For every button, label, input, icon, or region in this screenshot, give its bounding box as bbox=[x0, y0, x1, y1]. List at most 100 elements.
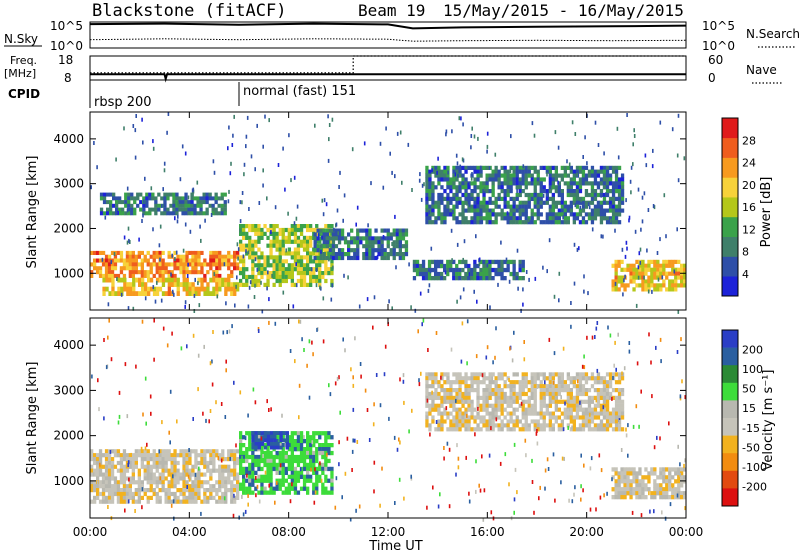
velocity-cell bbox=[515, 395, 519, 400]
power-cell bbox=[653, 287, 657, 292]
power-cell bbox=[242, 247, 246, 252]
velocity-colorbar-tick: 50 bbox=[742, 383, 756, 396]
power-cell bbox=[203, 258, 207, 263]
velocity-cell bbox=[548, 427, 552, 432]
velocity-cell bbox=[287, 454, 291, 460]
power-cell bbox=[560, 177, 564, 182]
power-cell bbox=[284, 271, 288, 276]
power-cell bbox=[440, 259, 444, 265]
power-speckle bbox=[635, 303, 638, 308]
power-cell bbox=[581, 200, 586, 205]
power-cell bbox=[187, 200, 191, 205]
power-cell bbox=[455, 216, 459, 221]
velocity-speckle bbox=[544, 486, 546, 491]
velocity-cell bbox=[218, 464, 222, 469]
velocity-cell bbox=[290, 486, 294, 491]
power-speckle bbox=[328, 137, 330, 142]
velocity-cell bbox=[617, 399, 622, 404]
power-cell bbox=[143, 273, 147, 278]
power-cell bbox=[617, 275, 621, 280]
velocity-cell bbox=[182, 457, 186, 462]
power-cell bbox=[127, 207, 131, 212]
velocity-speckle bbox=[224, 415, 227, 419]
power-speckle bbox=[282, 290, 285, 295]
power-cell bbox=[458, 196, 462, 201]
power-cell bbox=[584, 212, 589, 217]
power-cell bbox=[224, 282, 228, 287]
velocity-cell bbox=[330, 466, 334, 472]
velocity-cell bbox=[443, 419, 447, 424]
velocity-cell bbox=[149, 476, 153, 481]
velocity-cell bbox=[230, 484, 234, 489]
velocity-cell bbox=[239, 435, 243, 440]
velocity-cell bbox=[581, 376, 586, 381]
power-cell bbox=[449, 263, 453, 269]
velocity-cell bbox=[518, 391, 522, 397]
power-cell bbox=[599, 212, 604, 217]
power-cell bbox=[173, 250, 177, 255]
power-cell bbox=[164, 291, 169, 296]
power-speckle bbox=[637, 275, 640, 280]
velocity-cell bbox=[276, 431, 280, 435]
velocity-cell bbox=[104, 499, 109, 504]
power-cell bbox=[434, 220, 438, 225]
velocity-cell bbox=[197, 472, 201, 477]
velocity-cell bbox=[176, 476, 180, 481]
velocity-cell bbox=[212, 495, 216, 500]
velocity-cell bbox=[324, 486, 328, 491]
power-cell bbox=[503, 173, 507, 178]
power-cell bbox=[425, 189, 429, 194]
power-speckle bbox=[181, 144, 184, 149]
power-speckle bbox=[562, 215, 564, 220]
velocity-cell bbox=[315, 478, 319, 483]
velocity-cell bbox=[434, 376, 438, 381]
power-cell bbox=[205, 196, 209, 201]
power-cell bbox=[170, 273, 174, 278]
power-cell bbox=[557, 216, 561, 221]
freq-unit-label: [MHz] bbox=[4, 67, 36, 80]
power-cell bbox=[452, 192, 456, 198]
velocity-cell bbox=[107, 468, 112, 473]
velocity-cell bbox=[566, 391, 570, 397]
velocity-cell bbox=[137, 495, 141, 500]
velocity-cell bbox=[560, 380, 564, 385]
velocity-cell bbox=[327, 435, 331, 440]
velocity-cell bbox=[152, 491, 156, 497]
power-cell bbox=[284, 274, 288, 280]
power-cell bbox=[536, 212, 540, 217]
power-cell bbox=[125, 250, 130, 255]
power-cell bbox=[107, 266, 112, 271]
velocity-cell bbox=[581, 391, 586, 397]
velocity-speckle bbox=[373, 460, 376, 465]
power-cell bbox=[473, 169, 477, 174]
power-cell bbox=[309, 267, 313, 272]
power-cell bbox=[458, 212, 462, 217]
power-cell bbox=[485, 276, 489, 281]
xlabel: Time UT bbox=[368, 539, 422, 554]
velocity-cell bbox=[290, 458, 294, 464]
power-cell bbox=[566, 204, 570, 209]
velocity-cell bbox=[299, 474, 304, 479]
velocity-cell bbox=[293, 458, 298, 464]
power-speckle bbox=[633, 128, 635, 133]
velocity-cell bbox=[209, 495, 213, 500]
velocity-cell bbox=[431, 399, 435, 404]
power-cell bbox=[461, 181, 465, 186]
power-cell bbox=[135, 277, 139, 283]
velocity-cell bbox=[425, 384, 429, 389]
power-cell bbox=[527, 220, 531, 225]
velocity-cell bbox=[635, 475, 639, 480]
velocity-cell bbox=[599, 419, 604, 424]
velocity-cell bbox=[134, 457, 138, 462]
power-cell bbox=[118, 200, 122, 205]
power-cell bbox=[104, 266, 109, 271]
velocity-cell bbox=[110, 484, 115, 489]
velocity-cell bbox=[296, 431, 301, 436]
velocity-speckle bbox=[600, 468, 603, 473]
velocity-cell bbox=[146, 453, 150, 458]
power-cell bbox=[602, 173, 607, 178]
velocity-cell bbox=[203, 457, 207, 462]
velocity-cell bbox=[176, 488, 180, 493]
power-cell bbox=[512, 196, 516, 201]
velocity-cell bbox=[572, 407, 576, 412]
